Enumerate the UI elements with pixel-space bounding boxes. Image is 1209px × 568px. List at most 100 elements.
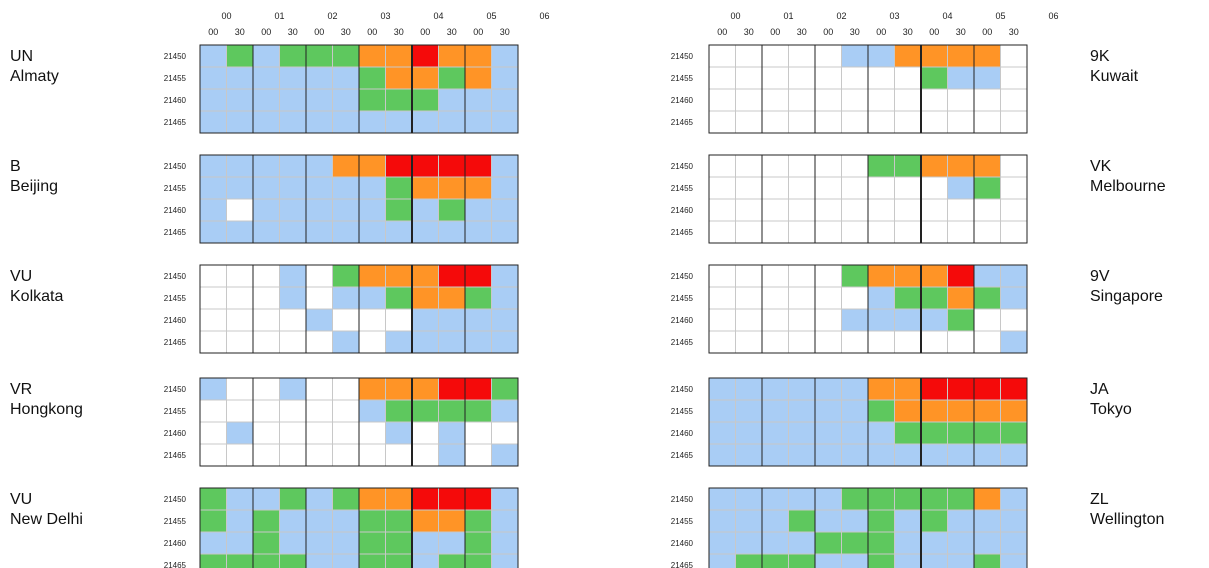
frequency-label: 21455 — [671, 74, 694, 83]
cell — [411, 154, 439, 178]
cell — [199, 264, 227, 288]
cell — [385, 421, 413, 445]
cell — [920, 553, 948, 568]
cell — [841, 443, 869, 467]
minute-tick-label: 30 — [447, 27, 457, 37]
cell — [279, 220, 307, 244]
cell — [947, 264, 975, 288]
cell — [761, 487, 789, 511]
station-prefix: 9K — [1090, 48, 1110, 65]
frequency-label: 21460 — [671, 429, 694, 438]
frequency-label: 21450 — [164, 385, 187, 394]
station-prefix: JA — [1090, 381, 1109, 398]
cell — [385, 176, 413, 200]
cell — [788, 66, 816, 90]
station-grid-ja — [708, 377, 1028, 467]
hour-tick-label: 00 — [730, 11, 740, 21]
cell — [491, 399, 519, 423]
cell — [735, 531, 763, 555]
cell — [411, 220, 439, 244]
cell — [464, 330, 492, 354]
cell — [226, 443, 254, 467]
cell — [385, 487, 413, 511]
cell — [788, 198, 816, 222]
cell — [438, 330, 466, 354]
cell — [332, 154, 360, 178]
cell — [279, 487, 307, 511]
frequency-label: 21450 — [671, 385, 694, 394]
cell — [735, 88, 763, 112]
cell — [841, 308, 869, 332]
cell — [708, 198, 736, 222]
cell — [814, 487, 842, 511]
cell — [385, 399, 413, 423]
cell — [464, 88, 492, 112]
cell — [920, 220, 948, 244]
cell — [867, 286, 895, 310]
cell — [199, 330, 227, 354]
cell — [385, 377, 413, 401]
cell — [358, 110, 386, 134]
cell — [973, 220, 1001, 244]
cell — [841, 399, 869, 423]
cell — [788, 421, 816, 445]
cell — [973, 330, 1001, 354]
cell — [894, 531, 922, 555]
cell — [438, 399, 466, 423]
cell — [199, 198, 227, 222]
cell — [411, 399, 439, 423]
frequency-label: 21460 — [164, 96, 187, 105]
cell — [358, 66, 386, 90]
cell — [1000, 198, 1028, 222]
cell — [385, 308, 413, 332]
cell — [438, 66, 466, 90]
hour-tick-label: 04 — [433, 11, 443, 21]
cell — [947, 286, 975, 310]
hour-tick-label: 03 — [380, 11, 390, 21]
frequency-label: 21460 — [164, 206, 187, 215]
cell — [814, 509, 842, 533]
cell — [920, 330, 948, 354]
cell — [841, 330, 869, 354]
cell — [279, 399, 307, 423]
cell — [814, 286, 842, 310]
cell — [894, 66, 922, 90]
cell — [358, 88, 386, 112]
cell — [438, 44, 466, 68]
cell — [920, 176, 948, 200]
cell — [841, 264, 869, 288]
cell — [252, 264, 280, 288]
cell — [788, 553, 816, 568]
cell — [708, 176, 736, 200]
station-grid-vu-delhi — [199, 487, 519, 568]
cell — [735, 443, 763, 467]
cell — [491, 531, 519, 555]
cell — [761, 377, 789, 401]
minute-tick-label: 30 — [500, 27, 510, 37]
cell — [841, 487, 869, 511]
cell — [814, 220, 842, 244]
cell — [920, 421, 948, 445]
cell — [491, 487, 519, 511]
cell — [867, 66, 895, 90]
frequency-label: 21460 — [671, 96, 694, 105]
hour-tick-label: 02 — [327, 11, 337, 21]
minute-tick-label: 30 — [744, 27, 754, 37]
cell — [491, 88, 519, 112]
cell — [464, 154, 492, 178]
cell — [305, 487, 333, 511]
cell — [973, 509, 1001, 533]
frequency-label: 21455 — [164, 407, 187, 416]
cell — [438, 110, 466, 134]
cell — [973, 308, 1001, 332]
cell — [735, 553, 763, 568]
cell — [226, 509, 254, 533]
cell — [761, 264, 789, 288]
cell — [761, 220, 789, 244]
cell — [1000, 330, 1028, 354]
cell — [947, 88, 975, 112]
cell — [788, 308, 816, 332]
cell — [358, 531, 386, 555]
cell — [814, 553, 842, 568]
cell — [199, 154, 227, 178]
